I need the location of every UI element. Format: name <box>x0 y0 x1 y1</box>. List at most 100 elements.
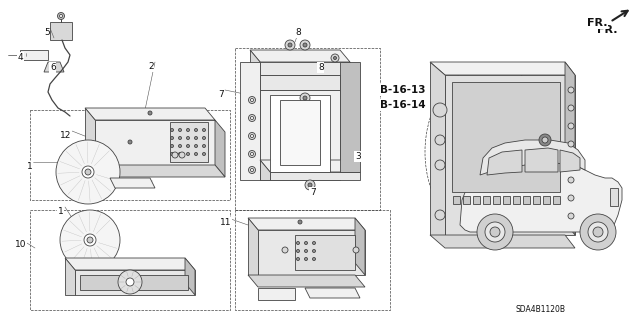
Polygon shape <box>560 150 580 172</box>
Polygon shape <box>430 62 445 235</box>
Polygon shape <box>565 62 575 235</box>
Circle shape <box>186 152 189 155</box>
Polygon shape <box>185 258 195 295</box>
Circle shape <box>435 160 445 170</box>
Polygon shape <box>487 150 522 175</box>
Circle shape <box>170 152 173 155</box>
Polygon shape <box>85 165 225 177</box>
Circle shape <box>195 145 198 147</box>
Bar <box>295 235 355 270</box>
Circle shape <box>87 237 93 243</box>
Circle shape <box>288 43 292 47</box>
Circle shape <box>179 129 182 131</box>
Circle shape <box>312 241 316 244</box>
Circle shape <box>300 93 310 103</box>
Polygon shape <box>85 108 215 120</box>
Polygon shape <box>80 275 188 290</box>
Circle shape <box>490 227 500 237</box>
Text: 1: 1 <box>27 162 33 171</box>
Polygon shape <box>248 218 258 275</box>
Text: FR.: FR. <box>587 18 607 28</box>
Polygon shape <box>430 235 575 248</box>
Circle shape <box>300 40 310 50</box>
Circle shape <box>282 247 288 253</box>
Polygon shape <box>340 62 360 172</box>
Circle shape <box>568 195 574 201</box>
Bar <box>170 122 208 162</box>
Text: 8: 8 <box>295 28 301 37</box>
Polygon shape <box>270 95 330 172</box>
Circle shape <box>195 137 198 139</box>
Text: 10: 10 <box>15 240 26 249</box>
Bar <box>483 196 490 204</box>
Circle shape <box>435 135 445 145</box>
Polygon shape <box>248 275 365 287</box>
Circle shape <box>250 152 253 155</box>
Circle shape <box>312 249 316 253</box>
Circle shape <box>331 54 339 62</box>
Circle shape <box>179 152 185 158</box>
Circle shape <box>172 152 178 158</box>
Polygon shape <box>248 218 365 230</box>
Circle shape <box>580 214 616 250</box>
Circle shape <box>248 151 255 158</box>
Circle shape <box>433 103 447 117</box>
Bar <box>533 196 540 204</box>
Circle shape <box>285 40 295 50</box>
Text: 7: 7 <box>218 90 224 99</box>
Circle shape <box>485 222 505 242</box>
Polygon shape <box>525 148 558 172</box>
Circle shape <box>588 222 608 242</box>
Bar <box>493 196 500 204</box>
Polygon shape <box>75 270 195 295</box>
Circle shape <box>248 167 255 174</box>
Circle shape <box>128 140 132 144</box>
Circle shape <box>305 257 307 261</box>
Circle shape <box>568 159 574 165</box>
Circle shape <box>170 145 173 147</box>
Circle shape <box>195 152 198 155</box>
Circle shape <box>85 169 91 175</box>
Text: 3: 3 <box>355 152 361 161</box>
Polygon shape <box>280 100 320 165</box>
Text: B-16-14: B-16-14 <box>380 100 426 110</box>
Circle shape <box>303 96 307 100</box>
Circle shape <box>303 43 307 47</box>
Circle shape <box>308 183 312 187</box>
Polygon shape <box>215 120 225 177</box>
Circle shape <box>568 87 574 93</box>
Bar <box>513 196 520 204</box>
Polygon shape <box>260 90 340 180</box>
Circle shape <box>60 210 120 270</box>
Polygon shape <box>430 62 575 75</box>
Bar <box>543 196 550 204</box>
Circle shape <box>250 168 253 172</box>
Circle shape <box>195 129 198 131</box>
Polygon shape <box>270 172 360 180</box>
Bar <box>523 196 530 204</box>
Circle shape <box>477 214 513 250</box>
Circle shape <box>58 12 65 19</box>
Text: FR.: FR. <box>597 25 618 35</box>
Circle shape <box>248 115 255 122</box>
Circle shape <box>353 247 359 253</box>
Circle shape <box>56 140 120 204</box>
Polygon shape <box>445 75 575 235</box>
Circle shape <box>248 97 255 103</box>
Polygon shape <box>260 160 270 180</box>
Circle shape <box>298 220 302 224</box>
Circle shape <box>186 145 189 147</box>
Bar <box>610 188 618 206</box>
Circle shape <box>248 132 255 139</box>
Polygon shape <box>258 288 295 300</box>
Text: 12: 12 <box>60 131 72 140</box>
Circle shape <box>296 257 300 261</box>
Circle shape <box>568 141 574 147</box>
Text: 2: 2 <box>148 62 154 71</box>
Text: 4: 4 <box>18 53 24 62</box>
Circle shape <box>250 135 253 137</box>
Circle shape <box>82 166 94 178</box>
Polygon shape <box>355 218 365 275</box>
Circle shape <box>435 210 445 220</box>
Polygon shape <box>250 50 350 62</box>
